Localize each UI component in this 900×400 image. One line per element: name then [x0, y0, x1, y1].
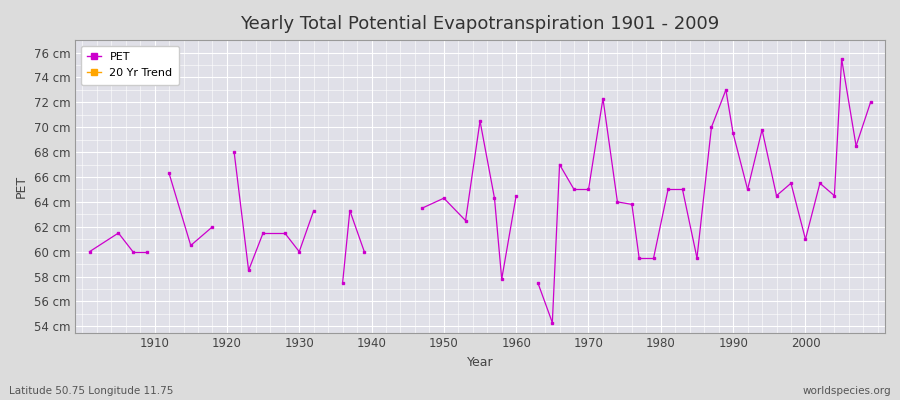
Legend: PET, 20 Yr Trend: PET, 20 Yr Trend [81, 46, 179, 85]
Title: Yearly Total Potential Evapotranspiration 1901 - 2009: Yearly Total Potential Evapotranspiratio… [240, 15, 720, 33]
Text: Latitude 50.75 Longitude 11.75: Latitude 50.75 Longitude 11.75 [9, 386, 174, 396]
X-axis label: Year: Year [467, 356, 493, 369]
Y-axis label: PET: PET [15, 175, 28, 198]
Text: worldspecies.org: worldspecies.org [803, 386, 891, 396]
